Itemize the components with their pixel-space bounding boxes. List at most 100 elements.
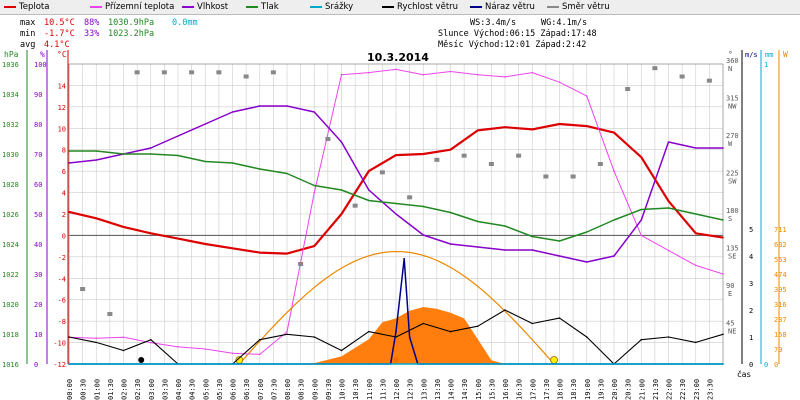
legend-label: Srážky [325,2,354,12]
legend-swatch [547,5,559,8]
tick-direction: 225 [726,170,739,178]
series-point [122,336,125,339]
legend-swatch [246,5,258,8]
tick-time: 01:30 [107,379,115,400]
tick-temperature: 14 [58,82,66,90]
series-point [504,225,506,227]
legend-item: Přízemní teplota [90,2,174,13]
tick-direction-name: W [728,140,733,148]
series-point [640,338,643,341]
stat-max-label: max [20,18,36,28]
series-point [667,249,670,252]
tick-solar: 632 [774,241,787,249]
series-layer [68,68,724,365]
wind-direction-point [298,262,304,266]
series-point [422,234,425,236]
axis-label-wind: m/s [745,51,758,59]
wind-direction-point [434,157,440,162]
series-point [149,153,152,155]
series-point [640,234,643,237]
tick-time: 23:00 [693,379,701,400]
series-point [122,153,125,155]
tick-time: 03:00 [148,379,156,400]
stat-ws: WS:3.4m/s [470,18,517,28]
series-point [367,330,370,333]
legend-item: Teplota [4,2,49,13]
tick-direction-name: NW [728,103,737,111]
tick-humidity: 70 [34,151,42,159]
legend-item: Rychlost větru [382,2,458,13]
tick-solar: 474 [774,271,787,279]
stat-min-temp: -1.7°C [44,29,75,39]
series-point [149,147,152,149]
tick-direction: 180 [726,207,739,215]
series-point [694,264,697,267]
series-point [122,226,125,228]
tick-humidity: 100 [34,61,47,69]
series-point [177,154,179,157]
sunset-marker [550,356,558,364]
series-point [367,199,370,202]
tick-temperature: -10 [53,340,66,348]
tick-time: 11:00 [366,379,374,400]
series-point [504,309,506,311]
tick-time: 18:00 [557,379,565,400]
series-point [613,170,615,172]
series-point [558,240,561,242]
tick-time: 14:30 [461,379,469,400]
legend-label: Vlhkost [197,2,229,12]
legend-item: Srážky [310,2,353,13]
tick-pressure: 1022 [2,271,19,279]
series-point [422,73,425,76]
legend-label: Směr větru [562,2,610,12]
series-point [722,333,724,336]
tick-time: 20:00 [611,379,619,400]
axis-label-pressure: hPa [4,50,19,59]
wind-direction-point [379,170,385,175]
wind-direction-point [216,70,222,75]
series-point [558,255,561,257]
series-point [286,252,288,255]
tick-solar: 553 [774,256,787,264]
sun-elevation-layer [138,250,558,365]
series-point [722,363,724,365]
tick-wind: 5 [749,226,753,234]
tick-time: 21:30 [652,379,660,400]
series-point [313,191,316,194]
wind-direction-point [352,203,358,208]
series-point [204,160,207,163]
series-point [504,249,506,251]
legend-swatch [470,5,482,8]
wind-direction-point [189,70,195,75]
series-point [667,200,670,202]
tick-temperature: -2 [58,254,66,262]
series-point [68,162,70,164]
series-point [613,219,615,221]
series-point [231,352,234,355]
series-point [68,150,70,152]
series-point [531,235,534,238]
tick-time: 04:30 [189,379,197,400]
tick-time: 10:00 [339,379,347,400]
wind-direction-point [570,174,576,179]
chart-title: 10.3.2014 [367,51,429,64]
tick-time: 16:00 [502,379,510,400]
legend-swatch [90,5,102,8]
series-point [558,81,561,84]
series-point [613,131,615,134]
stat-min-label: min [20,29,36,39]
legend-swatch [4,5,16,8]
tick-pressure: 1032 [2,121,19,129]
legend-bar: Teplota Přízemní teplota Vlhkost Tlak Srážky… [0,0,800,15]
series-point [694,341,697,344]
moonset-marker [138,357,145,363]
tick-time: 21:00 [638,379,646,400]
tick-direction-name: N [728,65,732,73]
tick-temperature: -8 [58,318,66,326]
series-point [395,202,397,205]
series-point [68,336,70,338]
chart-grid [68,63,724,365]
series-point [149,338,152,341]
tick-direction-name: SW [728,178,737,186]
legend-label: Tlak [261,2,279,12]
